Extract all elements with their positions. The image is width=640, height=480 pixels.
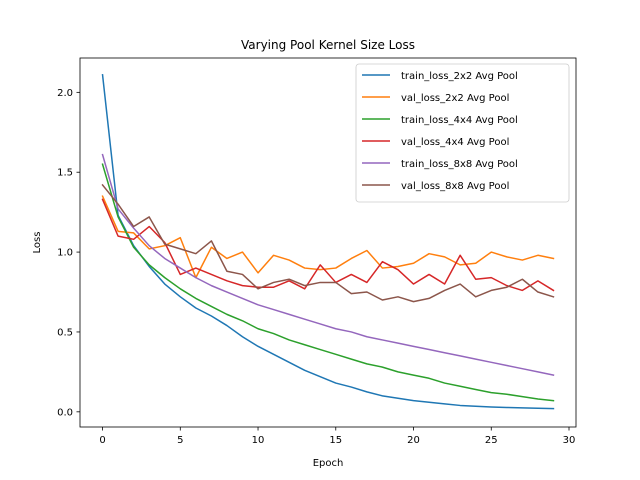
series-line-1	[101, 195, 555, 279]
legend-label: train_loss_2x2 Avg Pool	[401, 71, 518, 82]
y-tick-label: 0.0	[57, 407, 73, 418]
legend-label: val_loss_4x4 Avg Pool	[401, 137, 509, 148]
plot-lines	[101, 73, 555, 410]
series-line-5	[101, 183, 555, 303]
y-axis: 0.0 0.5 1.0 1.5 2.0	[57, 88, 80, 418]
x-axis: 0 5 10 15 20 25 30	[99, 427, 575, 446]
x-tick-label: 5	[177, 435, 183, 446]
legend-box	[355, 63, 570, 203]
y-tick-label: 1.5	[57, 168, 73, 179]
x-tick-label: 30	[563, 435, 576, 446]
legend-label: train_loss_8x8 Avg Pool	[401, 159, 518, 170]
x-tick-label: 0	[99, 435, 105, 446]
x-tick-label: 25	[485, 435, 498, 446]
legend-label: val_loss_8x8 Avg Pool	[401, 181, 509, 192]
x-tick-label: 10	[252, 435, 265, 446]
legend: train_loss_2x2 Avg Pool val_loss_2x2 Avg …	[355, 63, 570, 203]
legend-label: train_loss_4x4 Avg Pool	[401, 115, 518, 126]
series-line-4	[101, 153, 555, 376]
chart-title: Varying Pool Kernel Size Loss	[241, 38, 415, 52]
plot-frame	[79, 57, 577, 428]
y-tick-label: 0.5	[57, 327, 73, 338]
y-axis-label: Loss	[32, 232, 43, 254]
x-axis-label: Epoch	[313, 458, 344, 469]
y-tick-label: 2.0	[57, 88, 73, 99]
x-tick-label: 20	[407, 435, 420, 446]
y-tick-label: 1.0	[57, 248, 73, 259]
series-line-0	[101, 73, 555, 410]
series-line-3	[101, 198, 555, 292]
x-tick-label: 15	[329, 435, 342, 446]
legend-label: val_loss_2x2 Avg Pool	[401, 93, 509, 104]
series-line-2	[101, 163, 555, 402]
